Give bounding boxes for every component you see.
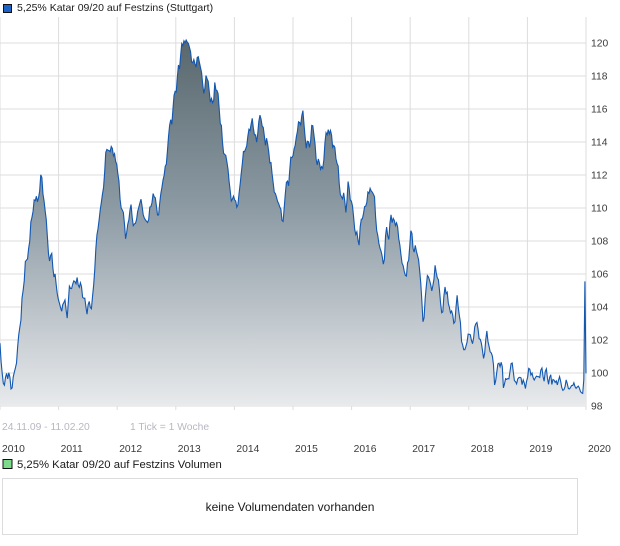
svg-text:120: 120 [591, 39, 608, 50]
svg-text:5,25% Katar 09/20 auf Festzins: 5,25% Katar 09/20 auf Festzins Volumen [17, 459, 222, 471]
svg-text:2010: 2010 [2, 444, 25, 455]
svg-text:2015: 2015 [295, 444, 318, 455]
svg-text:98: 98 [591, 402, 603, 413]
svg-text:2019: 2019 [529, 444, 552, 455]
svg-text:2018: 2018 [471, 444, 494, 455]
svg-text:110: 110 [591, 204, 608, 215]
svg-text:1 Tick = 1 Woche: 1 Tick = 1 Woche [130, 422, 209, 433]
svg-text:118: 118 [591, 72, 608, 83]
svg-text:106: 106 [591, 270, 608, 281]
svg-text:2016: 2016 [354, 444, 377, 455]
svg-text:2017: 2017 [412, 444, 435, 455]
svg-text:2013: 2013 [178, 444, 201, 455]
svg-text:2020: 2020 [588, 444, 611, 455]
svg-text:116: 116 [591, 105, 608, 116]
svg-text:104: 104 [591, 303, 608, 314]
svg-text:112: 112 [591, 171, 608, 182]
svg-text:100: 100 [591, 369, 608, 380]
svg-text:108: 108 [591, 237, 608, 248]
svg-text:24.11.09 - 11.02.20: 24.11.09 - 11.02.20 [2, 422, 90, 433]
svg-text:2012: 2012 [119, 444, 142, 455]
svg-text:114: 114 [591, 138, 608, 149]
svg-text:2014: 2014 [236, 444, 259, 455]
svg-text:102: 102 [591, 336, 608, 347]
svg-text:2011: 2011 [61, 444, 83, 455]
